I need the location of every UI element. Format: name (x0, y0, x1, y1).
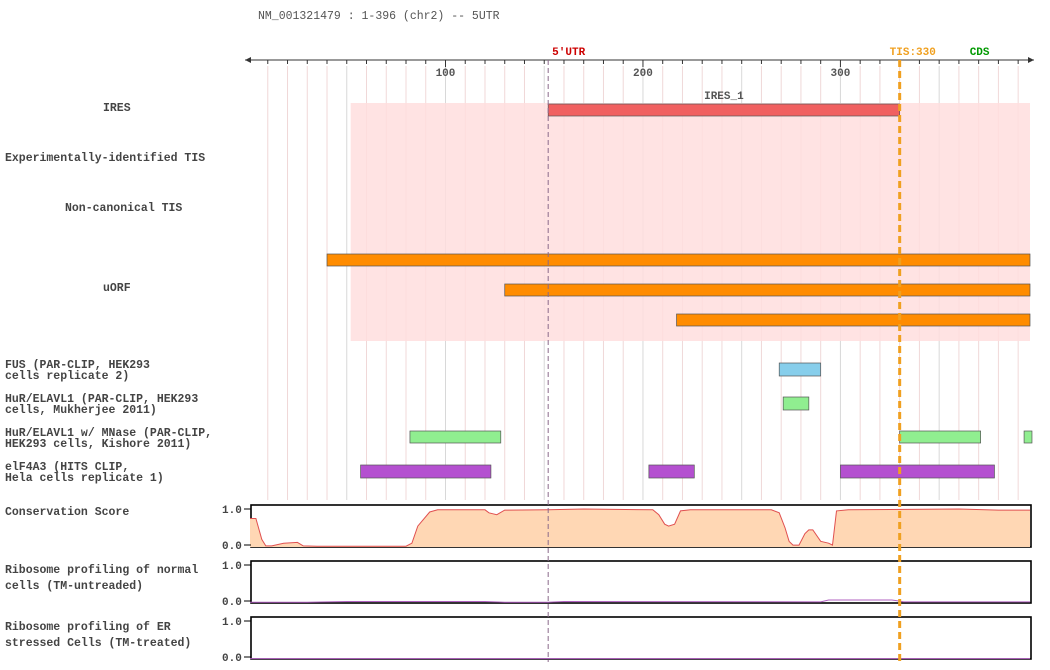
ribo-normal-ymax-label: 1.0 (222, 561, 242, 573)
elf4a3-feature (360, 464, 492, 479)
axis-tick-label: 200 (633, 68, 653, 80)
hur-mnase-feature (899, 430, 981, 444)
elf4a3-feature (648, 464, 695, 479)
track-label-hur-mnase-line1: HuR/ELAVL1 w/ MNase (PAR-CLIP, (5, 427, 213, 440)
ires-feature (547, 103, 901, 117)
conservation-ymax-label: 1.0 (222, 505, 242, 517)
utr-label: 5'UTR (552, 47, 585, 59)
ribo-er-frame (250, 616, 1032, 660)
track-label-ribo-er-line1: Ribosome profiling of ER (5, 621, 171, 634)
track-label-ires: IRES (103, 102, 131, 115)
uorf-feature (326, 253, 1031, 267)
page-title: NM_001321479 : 1-396 (chr2) -- 5UTR (258, 10, 500, 23)
track-label-uorf: uORF (103, 282, 131, 295)
ribo-normal-frame (250, 560, 1032, 604)
fus-feature (778, 362, 822, 377)
track-label-fus-line1: FUS (PAR-CLIP, HEK293 (5, 359, 150, 372)
track-label-ribo-normal-line1: Ribosome profiling of normal (5, 564, 199, 577)
track-label-fus-line2: cells replicate 2) (5, 370, 130, 383)
track-label-hur-line2: cells, Mukherjee 2011) (5, 404, 157, 417)
track-label-elf4a3-line2: Hela cells replicate 1) (5, 472, 164, 485)
ribo-er-ymax-label: 1.0 (222, 617, 242, 629)
track-label-ribo-normal-line2: cells (TM-untreaded) (5, 580, 144, 593)
track-label-elf4a3-line1: elF4A3 (HITS CLIP, (5, 461, 130, 474)
track-label-ribo-er-line2: stressed Cells (TM-treated) (5, 637, 192, 650)
uorf-feature (676, 313, 1031, 327)
axis-tick-label: 300 (831, 68, 851, 80)
track-label-noncanonical-tis: Non-canonical TIS (65, 202, 183, 215)
conservation-ymin-label: 0.0 (222, 541, 242, 553)
elf4a3-feature (840, 464, 995, 479)
hur-feature (782, 396, 810, 411)
highlight-region (350, 103, 1030, 341)
ribo-er-ymin-label: 0.0 (222, 653, 242, 665)
hur-mnase-feature (1023, 430, 1033, 444)
axis-tick-label: 100 (436, 68, 456, 80)
uorf-feature (504, 283, 1031, 297)
conservation-line (250, 508, 1030, 547)
axis-arrow-left (245, 57, 251, 63)
hur-mnase-feature (409, 430, 502, 444)
tis-label: TIS:330 (890, 47, 936, 59)
conservation-area (250, 509, 1030, 547)
track-label-exp-tis: Experimentally-identified TIS (5, 152, 206, 165)
track-label-hur-line1: HuR/ELAVL1 (PAR-CLIP, HEK293 (5, 393, 199, 406)
ires-feature-label: IRES_1 (704, 91, 744, 103)
axis-arrow-right (1028, 57, 1034, 63)
cds-label: CDS (970, 47, 990, 59)
track-label-conservation: Conservation Score (5, 506, 130, 519)
ribo-normal-ymin-label: 0.0 (222, 597, 242, 609)
track-label-hur-mnase-line2: HEK293 cells, Kishore 2011) (5, 438, 192, 451)
